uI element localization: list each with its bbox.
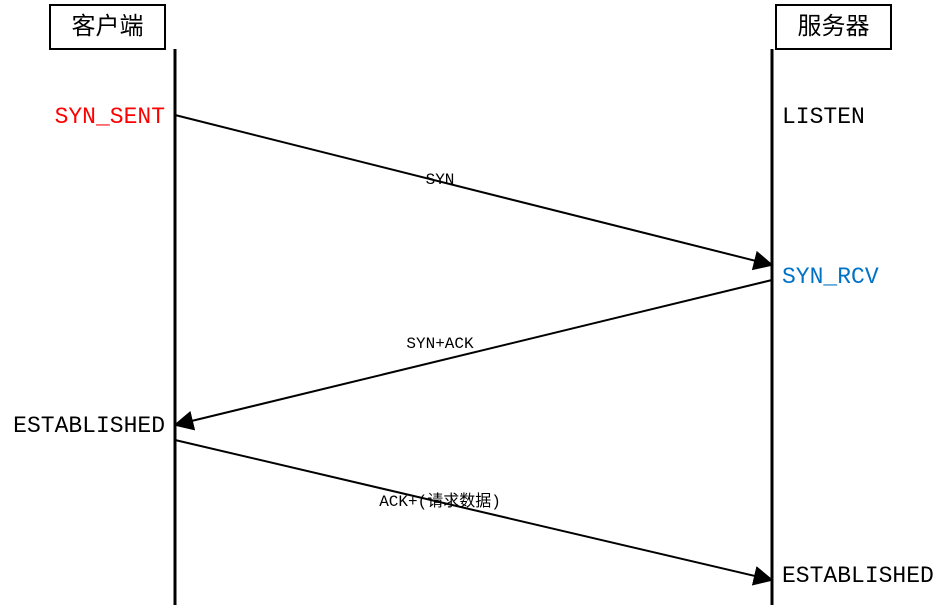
state-established-c: ESTABLISHED — [13, 413, 165, 439]
message-label-syn: SYN — [426, 171, 455, 189]
state-syn-rcv: SYN_RCV — [782, 264, 879, 290]
state-listen: LISTEN — [782, 104, 865, 130]
message-arrow-syn — [175, 115, 772, 265]
client-title: 客户端 — [72, 13, 144, 40]
state-established-s: ESTABLISHED — [782, 563, 934, 589]
server-title: 服务器 — [798, 13, 870, 40]
message-label-synack: SYN+ACK — [406, 335, 474, 353]
state-syn-sent: SYN_SENT — [55, 104, 165, 130]
message-label-ack: ACK+(请求数据) — [379, 492, 501, 511]
